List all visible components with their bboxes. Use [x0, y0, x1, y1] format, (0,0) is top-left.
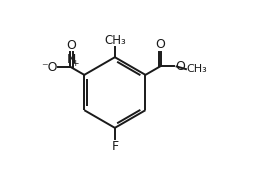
Text: O: O — [155, 38, 165, 51]
Text: CH₃: CH₃ — [104, 34, 126, 47]
Text: F: F — [111, 140, 118, 153]
Text: ⁻O: ⁻O — [41, 61, 58, 74]
Text: N: N — [67, 53, 76, 66]
Text: +: + — [71, 59, 78, 68]
Text: O: O — [175, 60, 185, 73]
Text: CH₃: CH₃ — [186, 64, 207, 74]
Text: O: O — [66, 39, 76, 52]
